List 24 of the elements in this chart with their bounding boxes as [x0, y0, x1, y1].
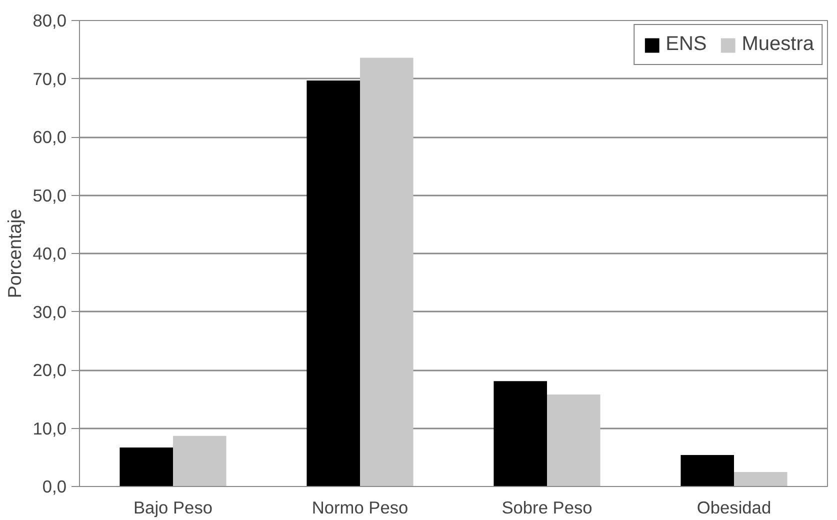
y-tick-label: 70,0 — [32, 68, 67, 89]
y-tick-label: 20,0 — [32, 360, 67, 380]
y-tick-label: 80,0 — [32, 10, 67, 30]
bar — [306, 80, 360, 486]
y-tick-label: 40,0 — [32, 244, 67, 264]
legend-label: Muestra — [742, 33, 814, 56]
x-tick-label: Normo Peso — [312, 498, 408, 518]
x-tick-label: Bajo Peso — [134, 498, 213, 518]
x-tick-label: Sobre Peso — [502, 498, 592, 518]
y-tick-label: 60,0 — [32, 127, 67, 147]
bar — [360, 58, 414, 486]
bar — [734, 472, 788, 486]
bar — [547, 394, 600, 486]
bar — [120, 447, 173, 486]
x-tick-label: Obesidad — [696, 498, 772, 518]
bar — [680, 455, 734, 486]
y-tick-label: 50,0 — [32, 185, 67, 206]
y-tick-label: 30,0 — [32, 302, 67, 322]
y-tick-label: 10,0 — [32, 418, 67, 438]
bar — [494, 381, 547, 486]
legend-label: ENS — [666, 33, 707, 56]
y-axis-title: Porcentaje — [4, 208, 25, 298]
bar — [173, 436, 226, 486]
y-tick-label: 0,0 — [42, 476, 67, 496]
